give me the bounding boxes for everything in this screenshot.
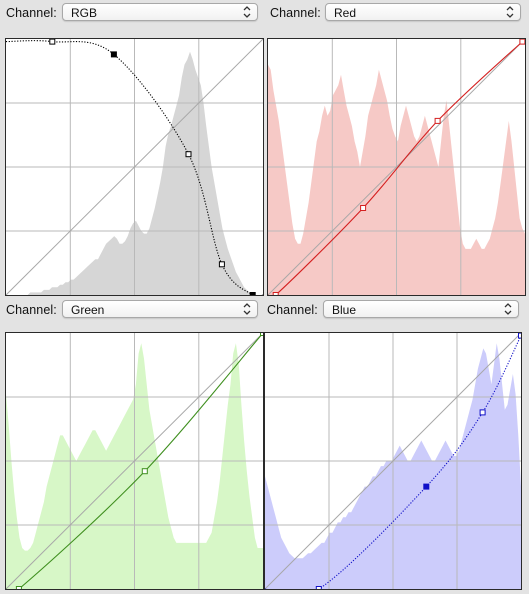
channel-select-value: RGB xyxy=(71,6,98,20)
channel-select-green[interactable]: Green xyxy=(62,300,258,318)
curve-control-point[interactable] xyxy=(479,409,486,416)
channel-select-value: Red xyxy=(334,6,357,20)
curve-control-point[interactable] xyxy=(434,117,441,124)
curves-panel-red: Channel: Red xyxy=(264,0,529,297)
channel-select-blue[interactable]: Blue xyxy=(323,300,519,318)
curve-control-point[interactable] xyxy=(360,205,367,211)
chevron-updown-icon xyxy=(506,6,514,18)
channel-select-value: Green xyxy=(71,303,105,317)
channel-select-rgb[interactable]: RGB xyxy=(62,3,258,21)
channel-label: Channel: xyxy=(267,303,318,317)
baseline-diagonal xyxy=(6,333,263,589)
curve-control-point[interactable] xyxy=(272,292,279,296)
curve-control-point[interactable] xyxy=(519,39,525,45)
curve-control-point[interactable] xyxy=(423,483,430,490)
curve-control-point[interactable] xyxy=(110,51,117,58)
curve-control-point[interactable] xyxy=(218,261,225,268)
curves-panel-rgb: Channel: RGB xyxy=(0,0,264,297)
channel-bar-red: Channel: Red xyxy=(264,0,529,26)
curve-svg xyxy=(265,333,521,589)
baseline-diagonal xyxy=(265,333,521,589)
curve-graph-blue[interactable] xyxy=(264,332,522,590)
channel-label: Channel: xyxy=(6,6,57,20)
channel-bar-blue: Channel: Blue xyxy=(264,297,529,323)
channel-label: Channel: xyxy=(6,303,57,317)
channel-label: Channel: xyxy=(270,6,321,20)
channel-select-red[interactable]: Red xyxy=(325,3,521,21)
curve-graph-red[interactable] xyxy=(267,38,526,296)
curve-control-point[interactable] xyxy=(518,333,522,339)
curve-graph-rgb[interactable] xyxy=(5,38,264,296)
chevron-updown-icon xyxy=(504,303,512,315)
curve-control-point[interactable] xyxy=(15,586,22,590)
baseline-diagonal xyxy=(268,39,525,295)
curve-control-point[interactable] xyxy=(260,333,264,336)
curve-control-point[interactable] xyxy=(185,151,192,158)
curve-svg xyxy=(6,39,263,295)
chevron-updown-icon xyxy=(243,303,251,315)
curve-control-point[interactable] xyxy=(249,292,256,296)
channel-bar-green: Channel: Green xyxy=(0,297,264,323)
chevron-updown-icon xyxy=(243,6,251,18)
curve-control-point[interactable] xyxy=(141,468,148,475)
curves-panel-blue: Channel: Blue xyxy=(264,297,529,594)
channel-select-value: Blue xyxy=(332,303,357,317)
curve-svg xyxy=(6,333,263,589)
channel-bar-rgb: Channel: RGB xyxy=(0,0,264,26)
curve-graph-green[interactable] xyxy=(5,332,264,590)
baseline-diagonal xyxy=(6,39,263,295)
curves-panel-green: Channel: Green xyxy=(0,297,264,594)
curve-svg xyxy=(268,39,525,295)
curve-control-point[interactable] xyxy=(315,586,322,590)
curve-control-point[interactable] xyxy=(49,39,56,45)
